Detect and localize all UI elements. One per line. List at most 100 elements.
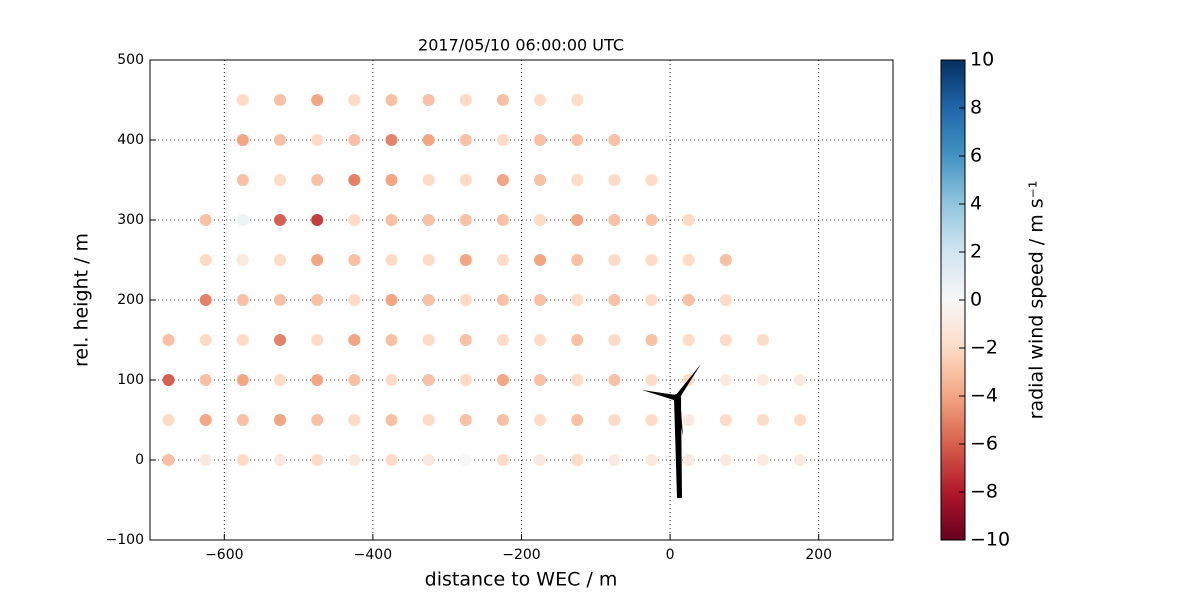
y-tick-label: 100 [117,372,144,388]
data-point [385,94,398,106]
data-point [756,414,769,426]
data-point [236,134,249,146]
data-point [459,174,472,186]
data-point [274,214,287,226]
data-point [571,254,584,266]
data-point [756,454,769,466]
data-point [459,214,472,226]
colorbar-tick-label: −2 [970,337,998,359]
data-point [534,334,547,346]
data-point [608,334,621,346]
data-point [794,414,807,426]
data-point [422,94,435,106]
y-tick-label: −100 [106,532,144,548]
data-point [645,254,658,266]
data-point [274,414,287,426]
data-point [385,214,398,226]
data-point [422,214,435,226]
data-point [719,334,732,346]
data-point [645,374,658,386]
data-point [459,94,472,106]
chart-title: 2017/05/10 06:00:00 UTC [418,36,624,55]
data-point [162,374,175,386]
colorbar-tick-label: −10 [970,529,1010,551]
colorbar-tick-label: −4 [970,385,998,407]
data-point [274,134,287,146]
data-point [311,134,324,146]
colorbar-tick-label: −6 [970,433,998,455]
data-point [496,374,509,386]
data-point [274,374,287,386]
data-point [719,254,732,266]
data-point [348,254,361,266]
colorbar-tick-label: 2 [970,241,982,263]
data-point [571,214,584,226]
data-point [719,294,732,306]
data-point [459,334,472,346]
data-point [571,374,584,386]
data-point [348,374,361,386]
data-point [348,454,361,466]
data-point [571,94,584,106]
data-point [571,174,584,186]
data-point [236,214,249,226]
data-point [311,414,324,426]
data-point [311,174,324,186]
data-point [571,334,584,346]
data-point [534,174,547,186]
data-point [459,254,472,266]
data-point [534,374,547,386]
data-point [422,454,435,466]
data-point [385,254,398,266]
data-point [496,214,509,226]
data-point [496,414,509,426]
data-point [496,254,509,266]
data-point [794,374,807,386]
x-axis-label: distance to WEC / m [425,569,618,591]
data-point [311,374,324,386]
data-point [571,134,584,146]
data-point [608,454,621,466]
data-point [311,454,324,466]
data-point [348,134,361,146]
data-point [348,334,361,346]
data-point [719,414,732,426]
x-tick-label: −400 [354,547,392,563]
data-point [496,174,509,186]
x-tick-label: −200 [502,547,540,563]
data-point [496,294,509,306]
data-point [608,374,621,386]
colorbar-tick-label: 10 [970,49,994,71]
data-point [199,254,212,266]
data-point [719,374,732,386]
data-point [236,294,249,306]
data-point [682,294,695,306]
data-point [236,454,249,466]
x-tick-label: 200 [805,547,832,563]
data-point [496,134,509,146]
data-point [199,294,212,306]
colorbar-tick-label: 6 [970,145,982,167]
x-tick-label: 0 [666,547,675,563]
data-point [199,414,212,426]
data-point [645,294,658,306]
data-point [162,334,175,346]
data-point [348,174,361,186]
data-point [422,134,435,146]
colorbar-tick-label: 8 [970,97,982,119]
data-point [274,454,287,466]
data-point [348,94,361,106]
colorbar-label: radial wind speed / m s⁻¹ [1026,181,1048,420]
data-point [459,374,472,386]
data-point [422,294,435,306]
data-point [534,254,547,266]
colorbar-tick-label: 0 [970,289,982,311]
data-point [496,454,509,466]
data-point [385,374,398,386]
x-tick-label: −600 [205,547,243,563]
data-point [311,294,324,306]
data-point [311,254,324,266]
data-point [608,214,621,226]
data-point [274,334,287,346]
